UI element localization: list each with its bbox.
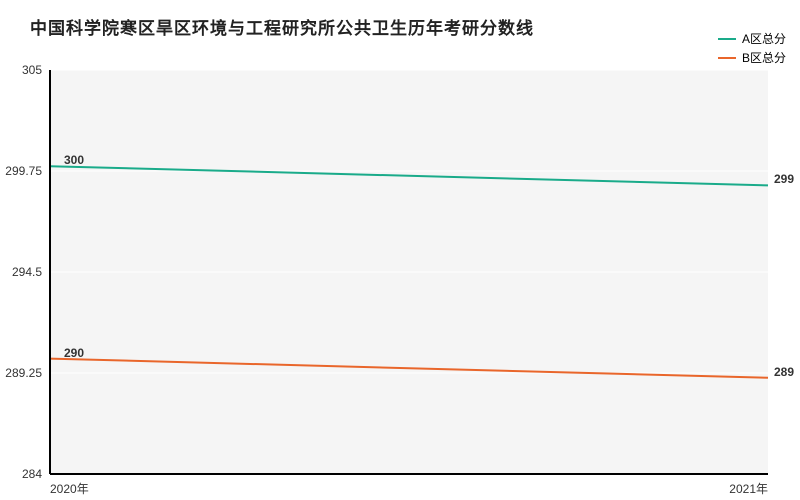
legend-label-b: B区总分: [742, 49, 786, 66]
x-tick-label: 2021年: [729, 480, 768, 497]
data-point-label: 289: [772, 365, 796, 379]
legend-swatch-b: [718, 57, 736, 59]
chart-title: 中国科学院寒区旱区环境与工程研究所公共卫生历年考研分数线: [30, 14, 534, 39]
data-point-label: 290: [62, 346, 86, 360]
y-tick-label: 289.25: [5, 366, 42, 380]
y-tick-label: 299.75: [5, 164, 42, 178]
y-tick-label: 284: [22, 467, 42, 481]
y-tick-label: 294.5: [12, 265, 42, 279]
chart-container: 中国科学院寒区旱区环境与工程研究所公共卫生历年考研分数线 A区总分 B区总分 2…: [0, 0, 800, 500]
legend-item-b: B区总分: [718, 49, 786, 66]
legend: A区总分 B区总分: [718, 30, 786, 68]
plot-area: 284289.25294.5299.75305 2020年2021年 30029…: [50, 70, 768, 474]
legend-label-a: A区总分: [742, 30, 786, 47]
y-tick-label: 305: [22, 63, 42, 77]
data-point-label: 300: [62, 153, 86, 167]
plot-svg: [50, 70, 768, 474]
legend-swatch-a: [718, 38, 736, 40]
legend-item-a: A区总分: [718, 30, 786, 47]
x-tick-label: 2020年: [50, 480, 89, 497]
data-point-label: 299: [772, 172, 796, 186]
